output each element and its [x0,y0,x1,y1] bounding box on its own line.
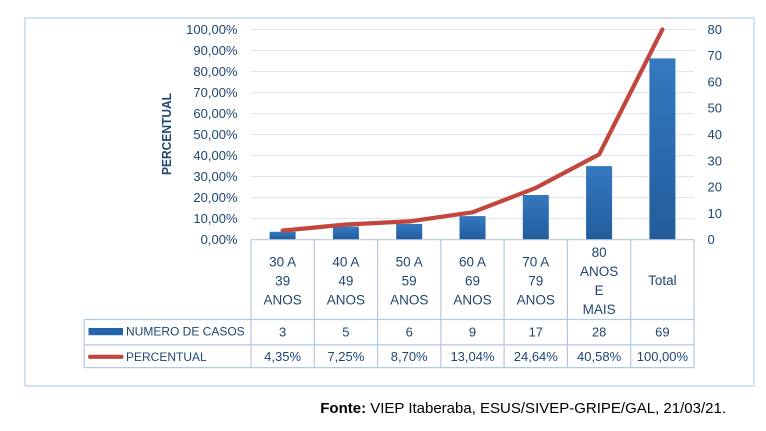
svg-text:30 A: 30 A [269,255,296,270]
svg-text:60 A: 60 A [459,255,486,270]
svg-text:17: 17 [529,324,543,339]
svg-text:80,00%: 80,00% [193,64,238,79]
svg-text:69: 69 [655,324,669,339]
svg-text:3: 3 [279,324,286,339]
svg-text:PERCENTUAL: PERCENTUAL [159,93,174,175]
svg-text:80: 80 [592,245,607,260]
svg-text:49: 49 [338,274,353,289]
svg-text:ANOS: ANOS [390,293,428,308]
svg-text:ANOS: ANOS [517,293,555,308]
svg-text:60: 60 [708,74,722,89]
svg-text:ANOS: ANOS [327,293,365,308]
svg-text:50: 50 [708,101,722,116]
svg-text:5: 5 [342,324,349,339]
svg-text:69: 69 [465,274,480,289]
svg-text:100,00%: 100,00% [637,349,689,364]
svg-text:40 A: 40 A [332,255,359,270]
svg-text:13,04%: 13,04% [450,349,495,364]
svg-text:40,00%: 40,00% [193,148,238,163]
svg-text:80: 80 [708,22,722,37]
svg-text:0,00%: 0,00% [201,232,238,247]
svg-text:ANOS: ANOS [453,293,491,308]
svg-text:40: 40 [708,127,722,142]
svg-text:70 A: 70 A [522,255,549,270]
svg-text:20: 20 [708,180,722,195]
svg-text:ANOS: ANOS [580,264,618,279]
svg-text:Total: Total [648,273,677,288]
svg-text:E: E [595,283,604,298]
svg-text:0: 0 [708,232,715,247]
svg-text:8,70%: 8,70% [391,349,428,364]
svg-text:4,35%: 4,35% [264,349,301,364]
svg-text:MAIS: MAIS [583,302,616,317]
svg-text:NUMERO DE CASOS: NUMERO DE CASOS [126,325,245,339]
svg-text:39: 39 [275,274,290,289]
svg-text:28: 28 [592,324,606,339]
svg-text:70,00%: 70,00% [193,85,238,100]
svg-text:40,58%: 40,58% [577,349,622,364]
svg-text:59: 59 [402,274,417,289]
svg-text:9: 9 [469,324,476,339]
svg-text:70: 70 [708,48,722,63]
svg-text:100,00%: 100,00% [186,22,238,37]
svg-text:50 A: 50 A [396,255,423,270]
svg-text:10: 10 [708,206,722,221]
svg-text:79: 79 [528,274,543,289]
svg-text:10,00%: 10,00% [193,211,238,226]
svg-text:60,00%: 60,00% [193,106,238,121]
svg-text:24,64%: 24,64% [514,349,559,364]
svg-text:30,00%: 30,00% [193,169,238,184]
svg-text:PERCENTUAL: PERCENTUAL [126,350,207,364]
svg-text:90,00%: 90,00% [193,43,238,58]
svg-text:20,00%: 20,00% [193,190,238,205]
svg-text:30: 30 [708,153,722,168]
svg-text:Fonte: VIEP Itaberaba, ESUS/SI: Fonte: VIEP Itaberaba, ESUS/SIVEP-GRIPE/… [320,400,726,417]
svg-text:ANOS: ANOS [263,293,301,308]
svg-text:7,25%: 7,25% [327,349,364,364]
svg-text:6: 6 [406,324,413,339]
svg-text:50,00%: 50,00% [193,127,238,142]
